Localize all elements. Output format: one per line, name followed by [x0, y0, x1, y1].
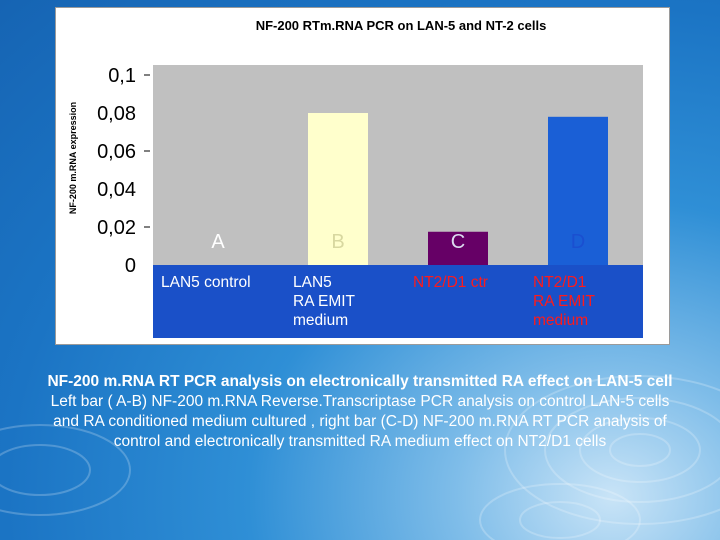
caption-title: NF-200 m.RNA RT PCR analysis on electron…	[47, 373, 673, 390]
category-axis-band	[153, 265, 643, 338]
category-label: NT2/D1	[533, 274, 586, 291]
bar-b	[308, 113, 368, 265]
y-tick-label: 0	[125, 255, 136, 277]
y-axis-label: NF-200 m.RNA expression	[68, 102, 78, 214]
caption-body: Left bar ( A-B) NF-200 m.RNA Reverse.Tra…	[50, 393, 670, 450]
category-label: LAN5	[293, 274, 332, 291]
bar-letter-label: C	[451, 231, 465, 253]
bar-c	[428, 231, 488, 265]
figure-caption: NF-200 m.RNA RT PCR analysis on electron…	[40, 372, 680, 452]
bar-chart: NF-200 RTm.RNA PCR on LAN-5 and NT-2 cel…	[68, 18, 643, 338]
y-tick-label: 0,08	[97, 103, 136, 125]
bar-letter-label: A	[211, 231, 225, 253]
chart-panel: NF-200 RTm.RNA PCR on LAN-5 and NT-2 cel…	[55, 7, 670, 345]
y-tick-label: 0,06	[97, 141, 136, 163]
category-label: NT2/D1 ctr	[413, 274, 488, 291]
chart-title: NF-200 RTm.RNA PCR on LAN-5 and NT-2 cel…	[256, 18, 547, 33]
bar-letter-label: B	[331, 231, 344, 253]
y-tick-label: 0,02	[97, 217, 136, 239]
y-tick-label: 0,1	[108, 65, 136, 87]
category-label: RA EMIT	[293, 293, 356, 310]
bar-letter-label: D	[571, 231, 585, 253]
y-tick-label: 0,04	[97, 179, 136, 201]
category-label: LAN5 control	[161, 274, 251, 291]
category-label: medium	[533, 312, 588, 329]
bar-d	[548, 116, 608, 265]
category-label: RA EMIT	[533, 293, 596, 310]
category-label: medium	[293, 312, 348, 329]
